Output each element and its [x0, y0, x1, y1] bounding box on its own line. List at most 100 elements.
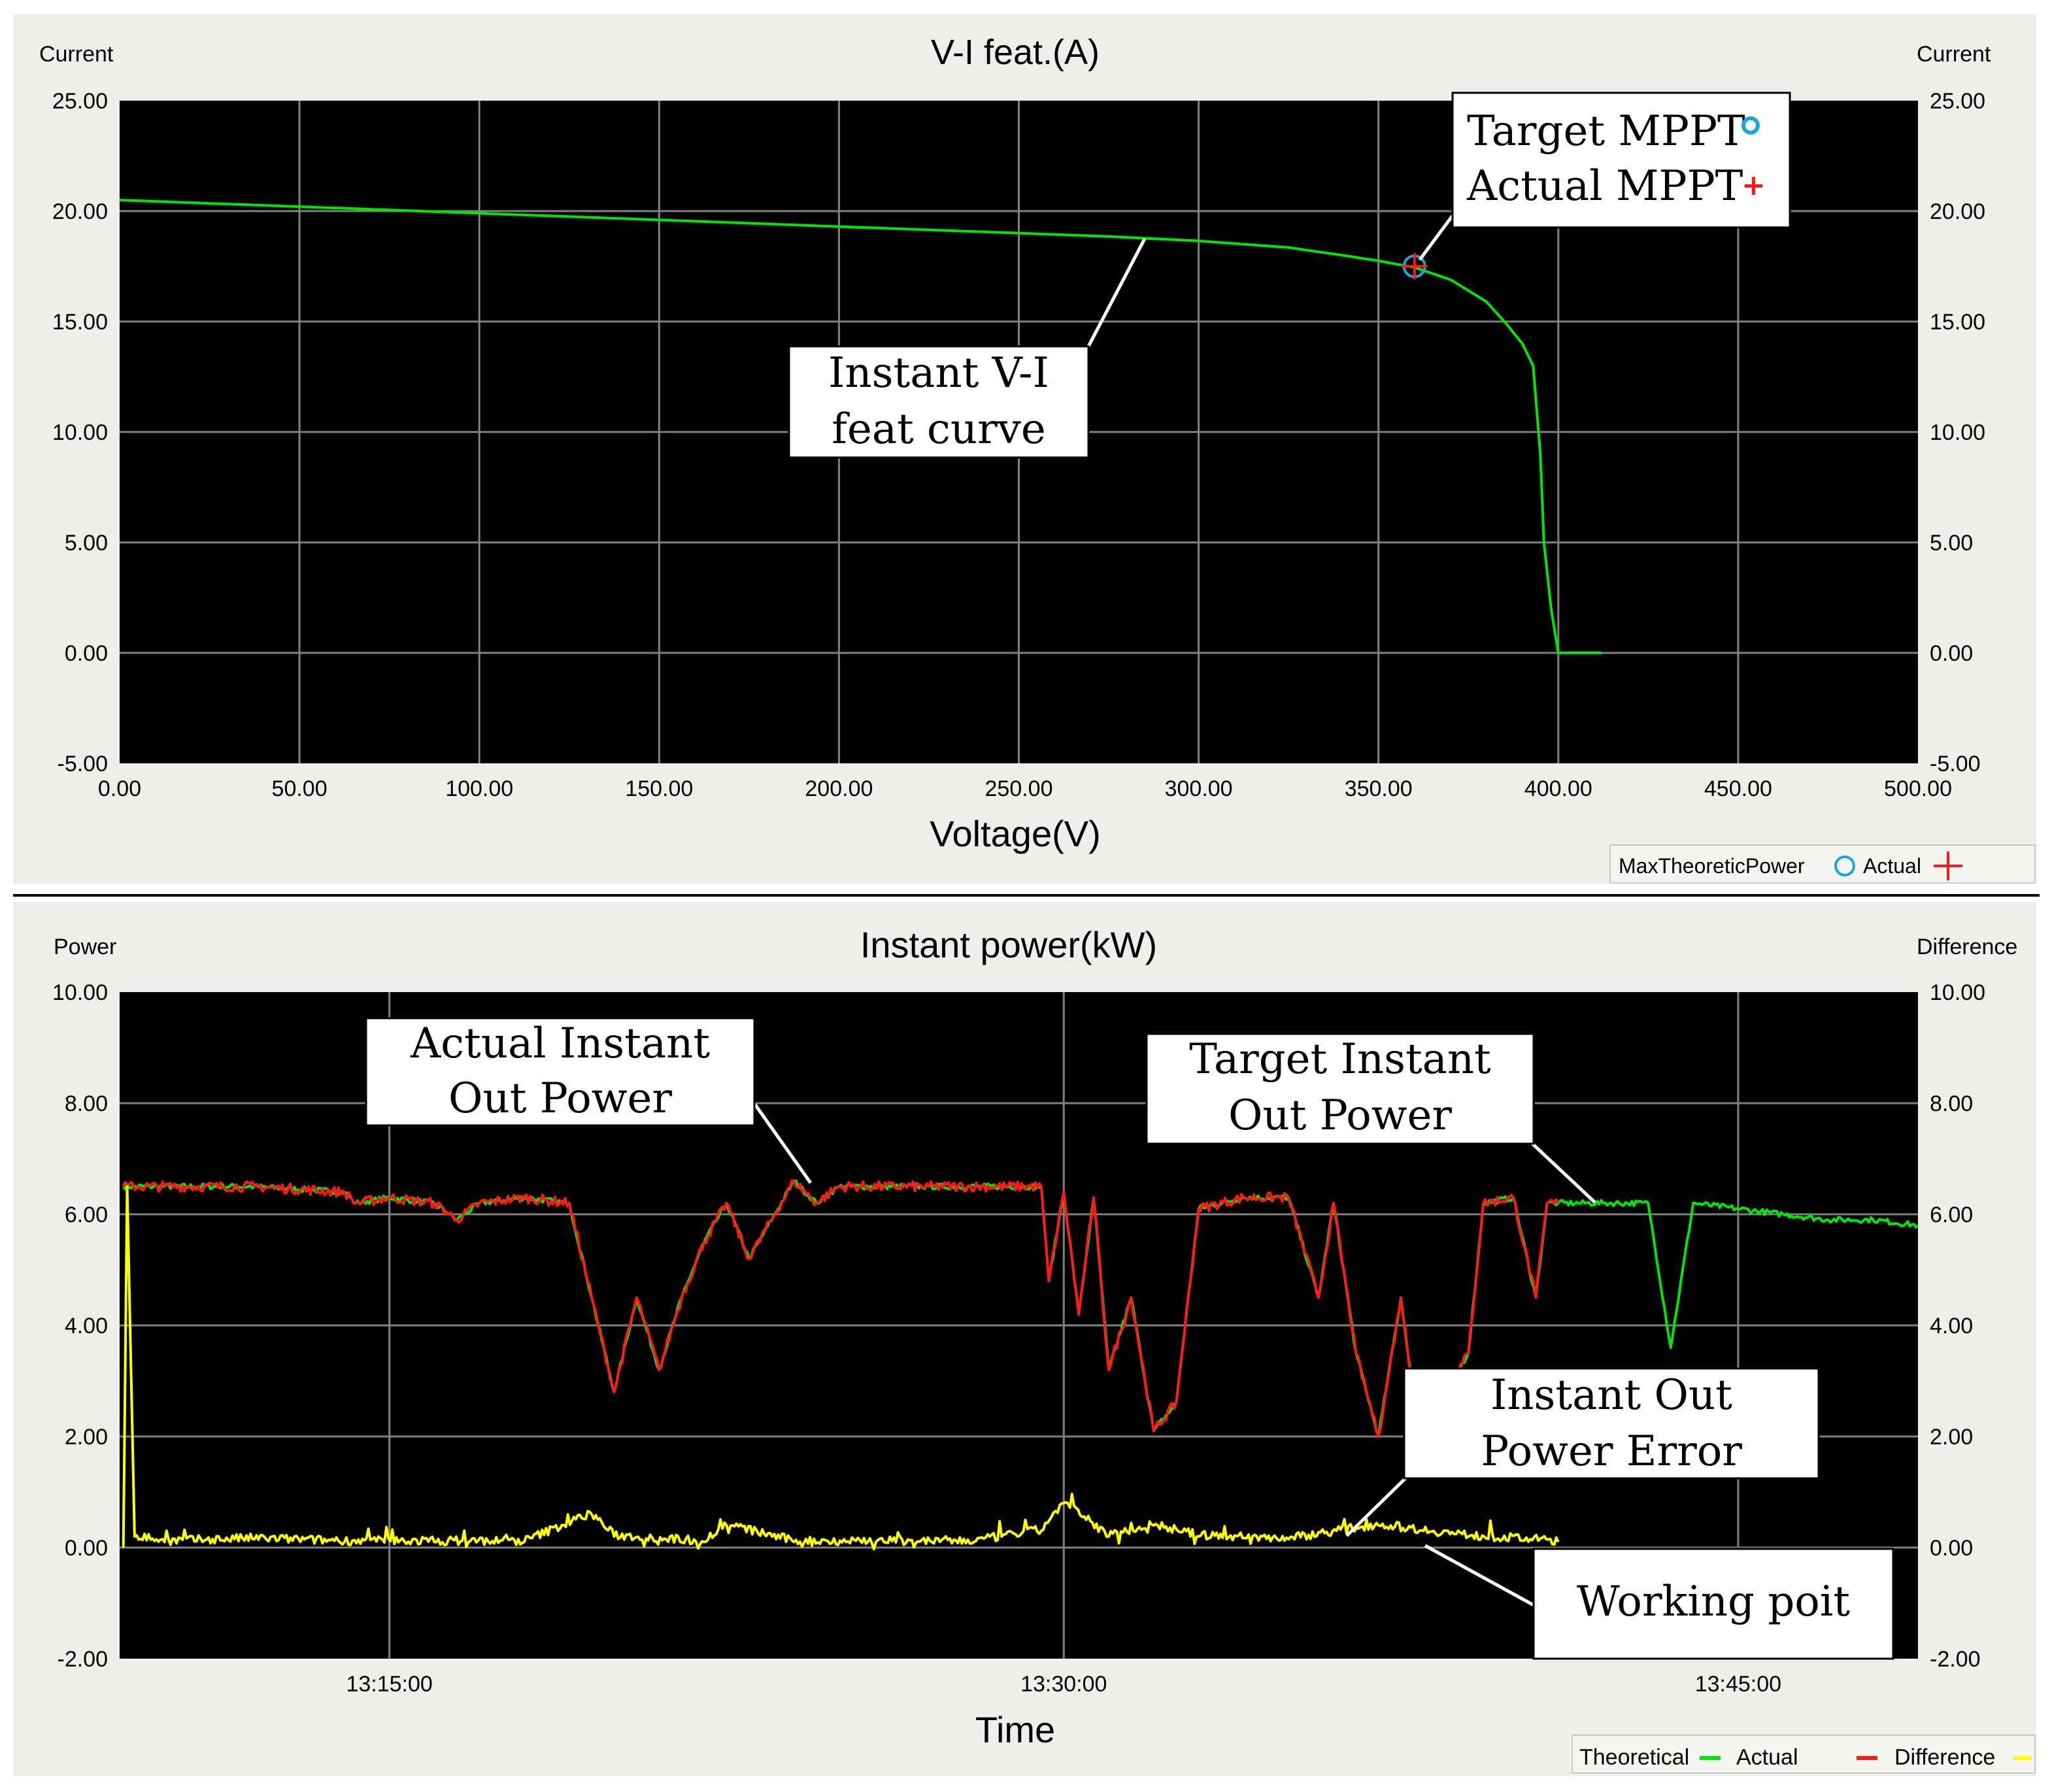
vi-y-tick-label-left: 20.00 [52, 199, 108, 224]
vi-y-tick-label-right: 0.00 [1930, 641, 1973, 666]
vi-y-tick-label-right: 10.00 [1930, 420, 1985, 445]
vi-legend [1609, 844, 2036, 884]
vi-x-axis-label: Voltage(V) [930, 813, 1101, 854]
error-callout-leader [1345, 1477, 1407, 1537]
power-y-tick-label-left: 6.00 [65, 1203, 108, 1227]
working-point-callout-label: Working poit [1577, 1578, 1850, 1626]
mppt-callout-leader [1418, 214, 1455, 261]
actual-mppt-marker [1401, 253, 1428, 280]
vi-x-tick-label: 0.00 [98, 776, 141, 801]
panel-divider [13, 894, 2040, 897]
power-y-tick-label-right: -2.00 [1930, 1647, 1981, 1672]
power-y-tick-label-right: 10.00 [1930, 980, 1985, 1005]
working-point-callout-box [1532, 1548, 1894, 1660]
vi-y-tick-label-left: 25.00 [52, 89, 108, 114]
actual-power-callout-box [365, 1017, 756, 1127]
vi-legend-cross-icon [1934, 852, 1962, 880]
vi-y-tick-label-left: 0.00 [65, 641, 108, 666]
vi-x-tick-label: 500.00 [1884, 776, 1952, 801]
vi-y-tick-labels-right: 25.00 20.00 15.00 10.00 5.00 0.00 -5.00 [1930, 89, 1985, 776]
vi-x-tick-label: 100.00 [445, 776, 513, 801]
vi-y-tick-labels-left: 25.00 20.00 15.00 10.00 5.00 0.00 -5.00 [52, 89, 108, 776]
power-y-tick-labels-right: 10.00 8.00 6.00 4.00 2.00 0.00 -2.00 [1930, 980, 1985, 1672]
target-mppt-label: Target MPPT [1467, 107, 1745, 156]
actual-power-callout-line1: Actual Instant [410, 1020, 710, 1068]
vi-chart-title: V-I feat.(A) [931, 33, 1100, 72]
vi-x-tick-label: 450.00 [1704, 776, 1772, 801]
vi-y-tick-label-right: 5.00 [1930, 531, 1973, 556]
vi-y-tick-label-right: -5.00 [1930, 752, 1981, 776]
power-y-tick-label-right: 0.00 [1930, 1536, 1973, 1561]
power-y-tick-label-left: 0.00 [65, 1536, 108, 1561]
power-chart-title: Instant power(kW) [860, 924, 1157, 965]
power-x-tick-label: 13:30:00 [1020, 1672, 1107, 1697]
power-y-tick-label-right: 2.00 [1930, 1425, 1973, 1450]
power-x-tick-labels: 13:15:00 13:30:00 13:45:00 [346, 1672, 1781, 1697]
vi-curve-callout-line1: Instant V-I [828, 349, 1049, 397]
vi-y-tick-label-right: 25.00 [1930, 89, 1985, 114]
mppt-callout-box [1451, 91, 1791, 229]
power-legend [1572, 1734, 2036, 1774]
power-y-tick-label-left: 10.00 [52, 980, 108, 1005]
working-point-callout-leader [1424, 1544, 1535, 1607]
target-power-callout-box [1145, 1033, 1535, 1145]
actual-mppt-cross-icon: + [1741, 169, 1766, 202]
power-legend-item-actual: Actual [1736, 1745, 1798, 1770]
vi-y-tick-label-left: 10.00 [52, 420, 108, 445]
power-y-tick-label-right: 4.00 [1930, 1314, 1973, 1338]
vi-legend-item-actual: Actual [1863, 854, 1921, 878]
power-x-tick-label: 13:45:00 [1695, 1672, 1781, 1697]
vi-x-tick-label: 350.00 [1345, 776, 1413, 801]
vi-curve-callout-line2: feat curve [832, 405, 1045, 454]
vi-series-group [119, 199, 1602, 654]
vi-x-tick-label: 150.00 [625, 776, 693, 801]
power-y-tick-labels-left: 10.00 8.00 6.00 4.00 2.00 0.00 -2.00 [52, 980, 108, 1672]
actual-power-callout-line2: Out Power [448, 1074, 672, 1123]
power-y-tick-label-left: 4.00 [65, 1314, 108, 1338]
vi-x-tick-labels: 0.00 50.00 100.00 150.00 200.00 250.00 300.00 3… [98, 776, 1952, 801]
vi-y-tick-label-left: -5.00 [58, 752, 109, 776]
vi-y-tick-label-right: 20.00 [1930, 199, 1985, 224]
vi-x-tick-label: 50.00 [272, 776, 328, 801]
vi-x-tick-label: 300.00 [1165, 776, 1233, 801]
target-power-callout-leader [1530, 1141, 1596, 1204]
error-callout-box [1403, 1367, 1820, 1480]
vi-curve-line [119, 199, 1602, 654]
power-legend-item-difference: Difference [1894, 1745, 1995, 1770]
power-y-axis-label-right: Difference [1917, 935, 2017, 959]
actual-power-callout-leader [753, 1103, 813, 1184]
power-y-tick-label-left: -2.00 [58, 1647, 109, 1672]
vi-y-axis-label-left: Current [39, 42, 114, 67]
power-y-tick-label-left: 2.00 [65, 1425, 108, 1450]
power-x-tick-label: 13:15:00 [346, 1672, 432, 1697]
target-mppt-circle-icon [1741, 116, 1760, 135]
power-difference-line [122, 1185, 1560, 1551]
target-power-callout-line2: Out Power [1228, 1091, 1452, 1140]
power-legend-item-theoretical: Theoretical [1579, 1745, 1689, 1770]
vi-legend-circle-icon [1834, 855, 1855, 876]
vi-chart: 0.00 50.00 100.00 150.00 200.00 250.00 300.00 3… [39, 33, 2036, 884]
vi-y-tick-label-right: 15.00 [1930, 310, 1985, 335]
power-chart: 13:15:00 13:30:00 13:45:00 10.00 8.00 6.00 4.… [52, 924, 2036, 1774]
vi-y-axis-label-right: Current [1917, 42, 1991, 67]
power-y-axis-label-left: Power [54, 935, 116, 959]
power-y-tick-label-right: 6.00 [1930, 1203, 1973, 1227]
vi-legend-item-max: MaxTheoreticPower [1619, 854, 1805, 878]
actual-mppt-label: Actual MPPT [1466, 162, 1743, 210]
power-y-tick-label-left: 8.00 [65, 1091, 108, 1116]
vi-x-tick-label: 400.00 [1524, 776, 1592, 801]
power-x-axis-label: Time [975, 1709, 1055, 1750]
vi-curve-callout-box [788, 345, 1090, 459]
target-power-callout-line1: Target Instant [1189, 1035, 1491, 1084]
vi-x-tick-label: 200.00 [805, 776, 873, 801]
error-callout-line2: Power Error [1481, 1427, 1742, 1476]
vi-mppt-markers [1401, 253, 1428, 280]
vi-y-tick-label-left: 15.00 [52, 310, 108, 335]
power-series-group [122, 1179, 1919, 1551]
vi-x-tick-label: 250.00 [985, 776, 1053, 801]
error-callout-line1: Instant Out [1490, 1371, 1732, 1419]
vi-curve-callout-leader [1086, 238, 1147, 348]
power-y-tick-label-right: 8.00 [1930, 1091, 1973, 1116]
actual-power-line [122, 1179, 1560, 1477]
